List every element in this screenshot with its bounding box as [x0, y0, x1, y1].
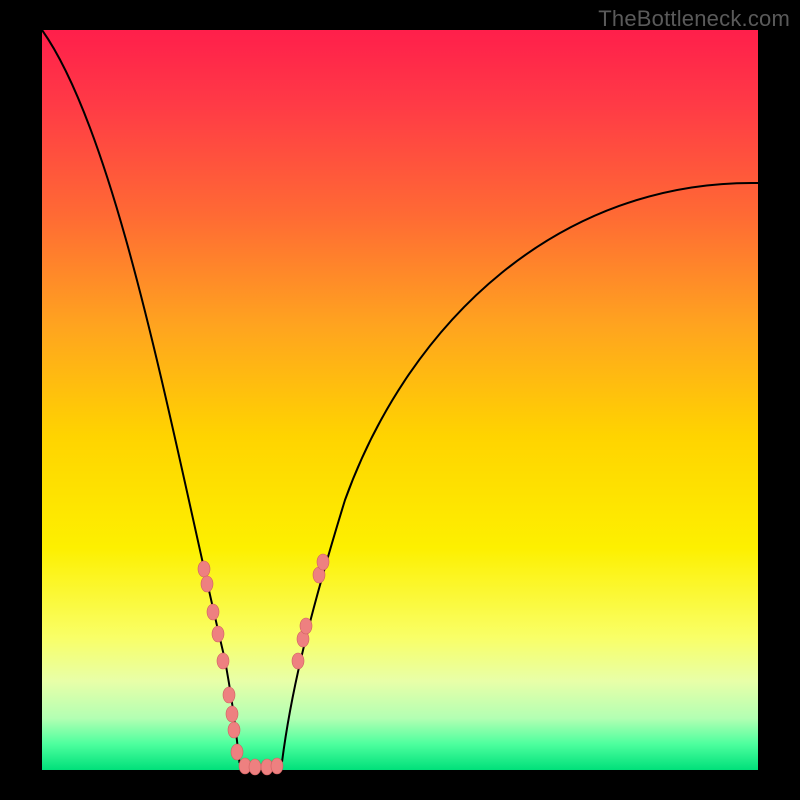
data-marker — [198, 561, 210, 577]
data-marker — [231, 744, 243, 760]
data-marker — [226, 706, 238, 722]
data-marker — [217, 653, 229, 669]
data-marker — [228, 722, 240, 738]
data-marker — [207, 604, 219, 620]
watermark: TheBottleneck.com — [598, 6, 790, 32]
data-marker — [271, 758, 283, 774]
data-marker — [201, 576, 213, 592]
data-marker — [317, 554, 329, 570]
plot-area — [42, 30, 758, 770]
data-marker — [300, 618, 312, 634]
data-marker — [292, 653, 304, 669]
data-marker — [249, 759, 261, 775]
data-marker — [223, 687, 235, 703]
data-marker — [212, 626, 224, 642]
